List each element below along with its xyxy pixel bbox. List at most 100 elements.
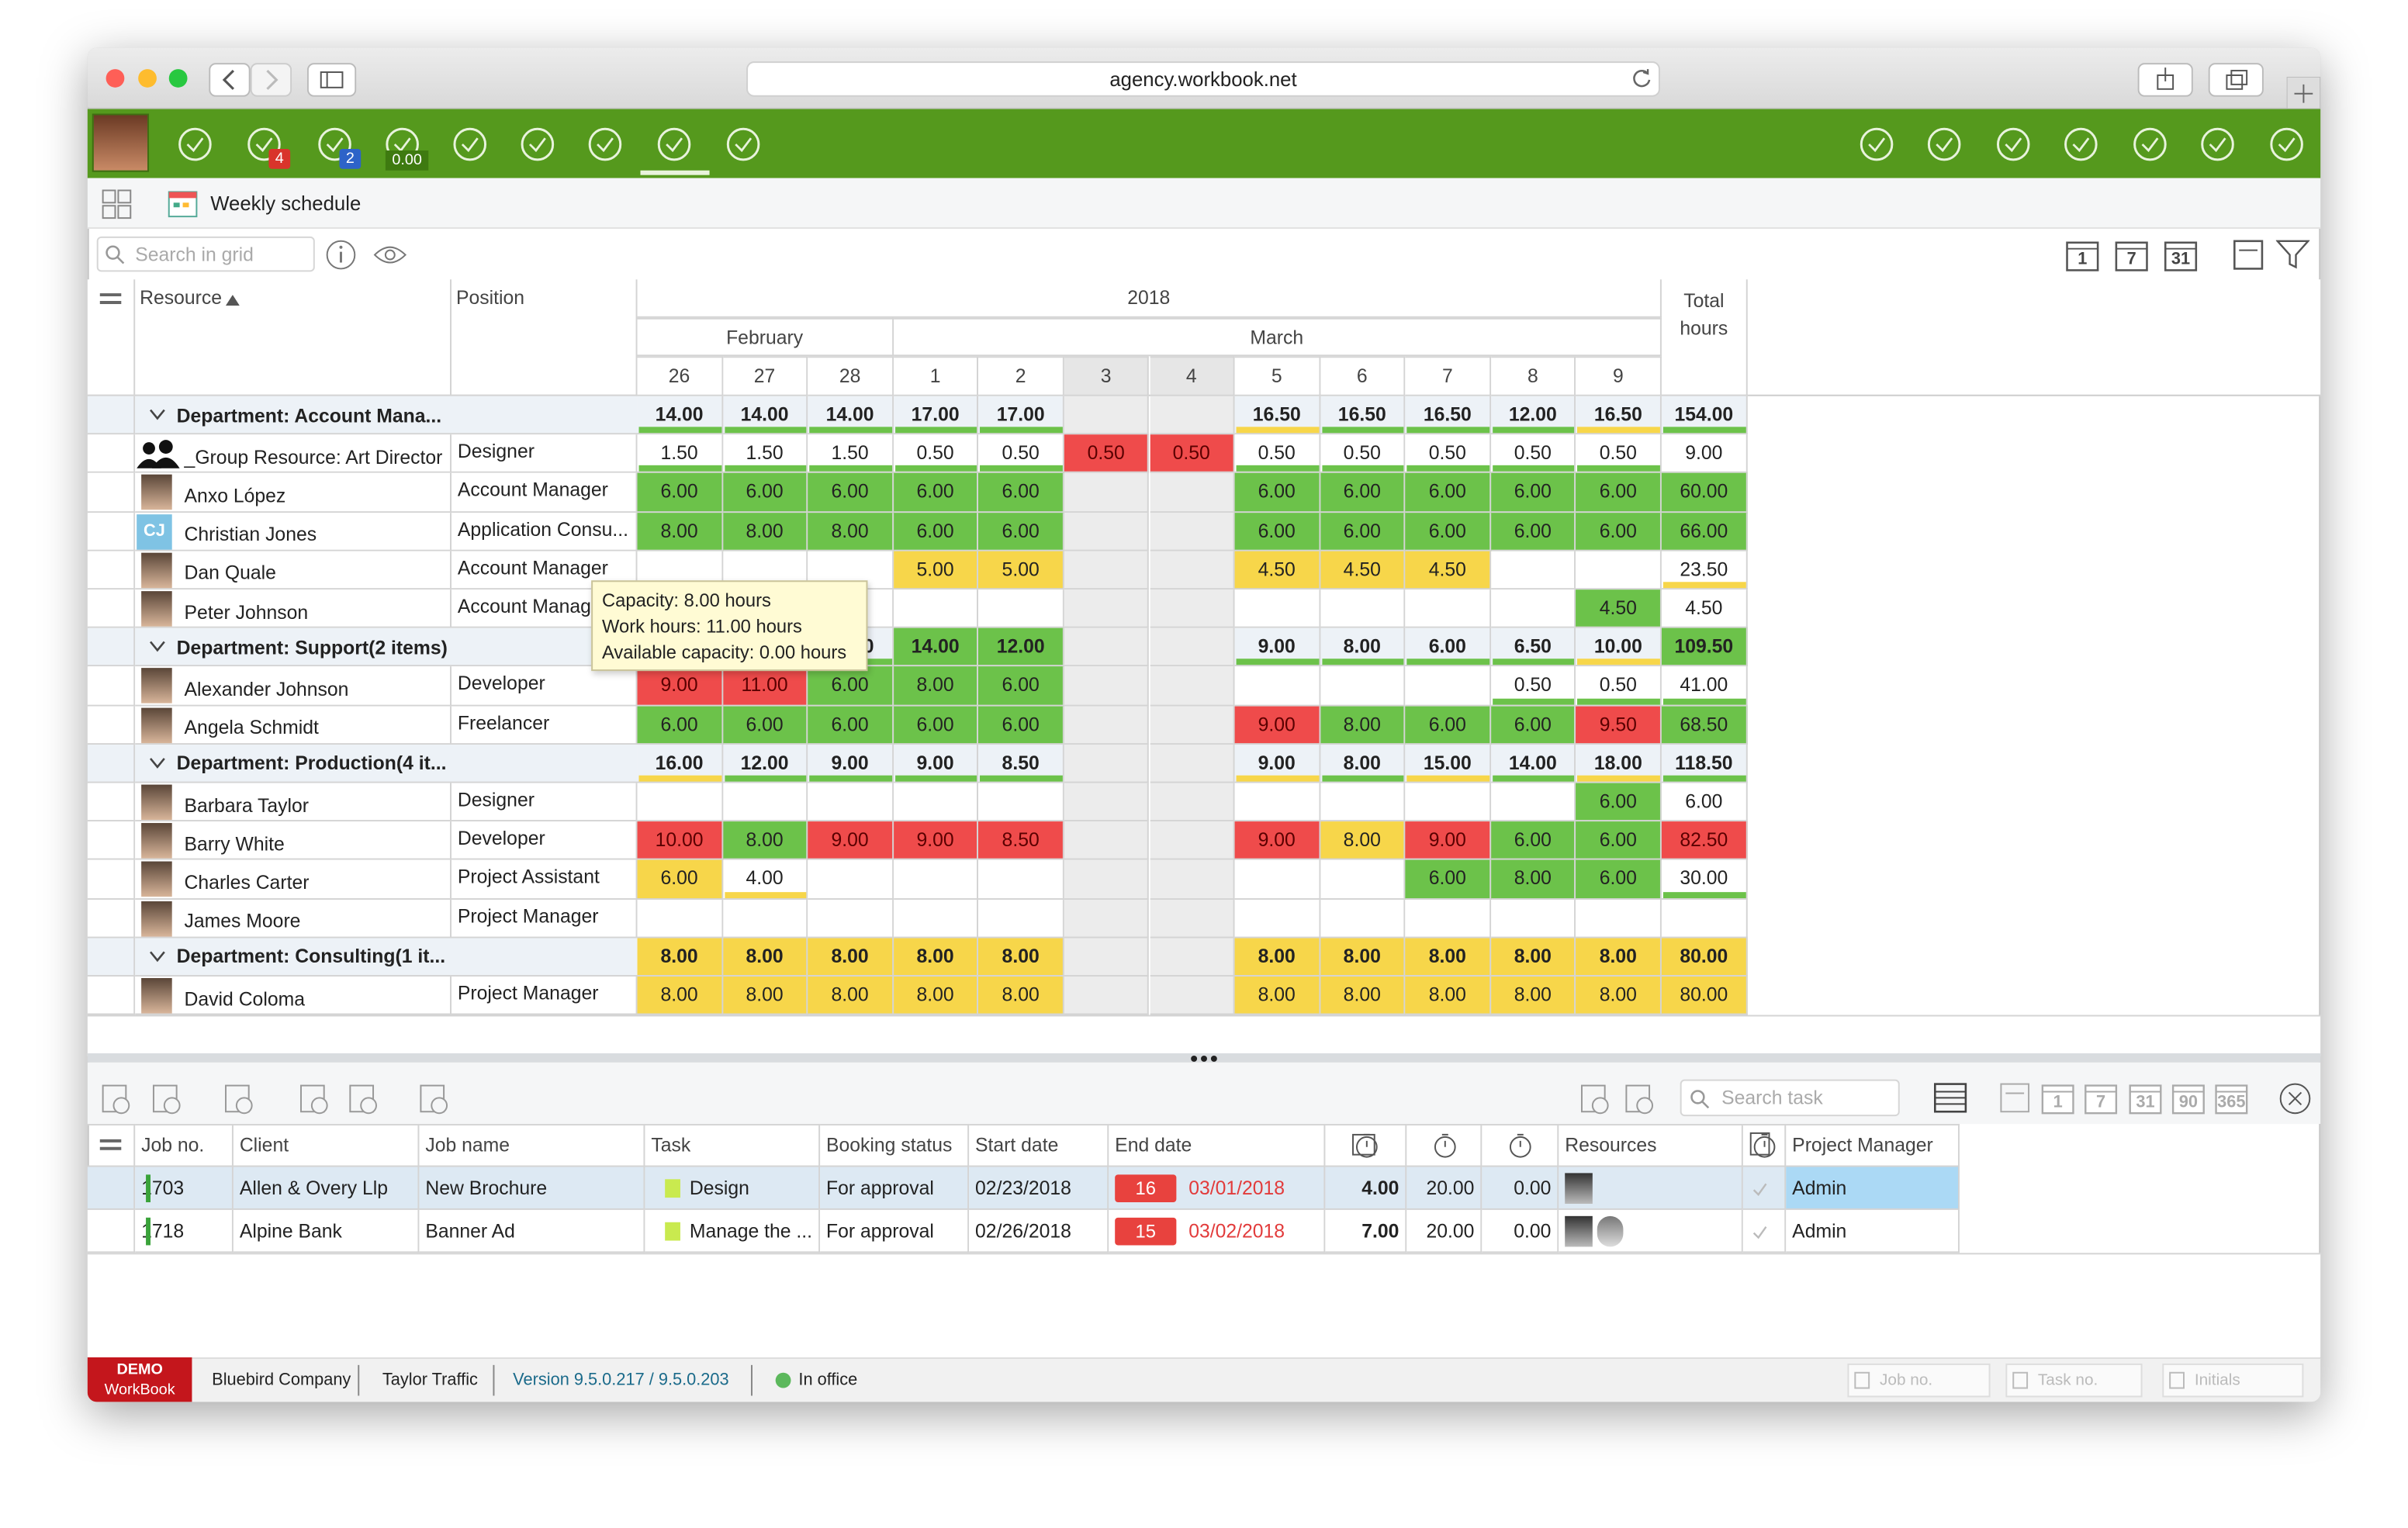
- toolbar-button[interactable]: [2130, 124, 2170, 164]
- task-tool[interactable]: [221, 1081, 258, 1118]
- toolbar-button[interactable]: [723, 124, 763, 164]
- toolbar-button[interactable]: [1924, 124, 1963, 164]
- task-cell[interactable]: 7.00: [1325, 1209, 1407, 1253]
- list-view[interactable]: [1933, 1081, 1967, 1115]
- task-column-header[interactable]: Project Manager: [1786, 1124, 1960, 1167]
- task-cell[interactable]: 0.00: [1482, 1209, 1559, 1253]
- toolbar-button[interactable]: [654, 124, 694, 164]
- task-cell[interactable]: Banner Ad: [419, 1209, 645, 1253]
- calendar-button[interactable]: [2084, 1081, 2118, 1115]
- task-cell[interactable]: New Brochure: [419, 1167, 645, 1210]
- task-tool[interactable]: [99, 1081, 136, 1118]
- task-cell[interactable]: 0.00: [1482, 1167, 1559, 1210]
- url-box[interactable]: [746, 61, 1660, 97]
- calendar-button[interactable]: [2164, 238, 2198, 272]
- print-layout[interactable]: [1998, 1081, 2032, 1115]
- column-header[interactable]: Resource: [135, 279, 452, 396]
- window-button[interactable]: [138, 69, 157, 88]
- quick-input[interactable]: [2005, 1363, 2143, 1398]
- toolbar-button[interactable]: [517, 124, 557, 164]
- task-cell[interactable]: For approval: [820, 1209, 970, 1253]
- task-column-header[interactable]: Job name: [419, 1124, 645, 1167]
- task-cell[interactable]: 20.00: [1406, 1209, 1483, 1253]
- group-toggle[interactable]: [149, 409, 166, 421]
- task-cell[interactable]: Admin: [1786, 1167, 1960, 1210]
- print-layout[interactable]: [2231, 238, 2265, 272]
- grid-menu[interactable]: [102, 188, 133, 220]
- task-cell[interactable]: 02/23/2018: [969, 1167, 1109, 1210]
- quick-input[interactable]: [1847, 1363, 1991, 1398]
- task-search[interactable]: [1680, 1079, 1900, 1117]
- task-cell[interactable]: Alpine Bank: [233, 1209, 420, 1253]
- nav-back[interactable]: [209, 63, 292, 97]
- share[interactable]: [2137, 63, 2193, 97]
- toolbar-button[interactable]: [315, 124, 355, 164]
- tabs[interactable]: [2208, 63, 2264, 97]
- group-toggle[interactable]: [149, 641, 166, 653]
- task-column-header[interactable]: Resources: [1559, 1124, 1743, 1167]
- toolbar-button[interactable]: [175, 124, 215, 164]
- task-tool[interactable]: [1577, 1081, 1614, 1118]
- column-menu[interactable]: [99, 1138, 122, 1153]
- info-button[interactable]: [326, 240, 357, 271]
- quick-input[interactable]: [2162, 1363, 2304, 1398]
- toolbar-button[interactable]: [2267, 124, 2306, 164]
- calendar-button[interactable]: [2129, 1081, 2163, 1115]
- view-button[interactable]: [373, 243, 407, 268]
- task-column-header[interactable]: Start date: [969, 1124, 1109, 1167]
- toolbar-button[interactable]: [2198, 124, 2237, 164]
- calendar-button[interactable]: [2115, 238, 2149, 272]
- toolbar-button[interactable]: [450, 124, 490, 164]
- task-column-header[interactable]: Client: [233, 1124, 420, 1167]
- group-toggle[interactable]: [149, 950, 166, 963]
- column-menu[interactable]: [99, 292, 122, 307]
- toolbar-button[interactable]: [1856, 124, 1896, 164]
- reload[interactable]: [1631, 67, 1652, 89]
- task-tool[interactable]: [149, 1081, 186, 1118]
- task-cell[interactable]: For approval: [820, 1167, 970, 1210]
- checkbox[interactable]: [1751, 1224, 1768, 1241]
- version: Version 9.5.0.217 / 9.5.0.203: [507, 1364, 753, 1396]
- calendar-button[interactable]: [2066, 238, 2100, 272]
- capacity-bar: [1662, 427, 1746, 434]
- task-column-header[interactable]: [1482, 1124, 1559, 1167]
- task-cell[interactable]: 4.00: [1325, 1167, 1407, 1210]
- toolbar-button[interactable]: [1994, 124, 2033, 164]
- calendar-button[interactable]: [2171, 1081, 2206, 1115]
- task-column-header[interactable]: [1406, 1124, 1483, 1167]
- user-avatar[interactable]: [92, 113, 150, 172]
- checkbox[interactable]: [1751, 1181, 1768, 1198]
- task-tool[interactable]: [345, 1081, 382, 1118]
- avatar: [141, 862, 172, 897]
- new-tab[interactable]: [2286, 76, 2321, 111]
- task-column-header[interactable]: Task: [645, 1124, 821, 1167]
- toolbar-button[interactable]: [2061, 124, 2101, 164]
- task-tool[interactable]: [416, 1081, 453, 1118]
- window-button[interactable]: [168, 69, 188, 88]
- calendar-button[interactable]: [2215, 1081, 2249, 1115]
- filter[interactable]: [2275, 240, 2310, 271]
- task-column-header[interactable]: Job no.: [135, 1124, 234, 1167]
- column-header[interactable]: Position: [452, 279, 638, 396]
- task-column-header[interactable]: [1742, 1124, 1787, 1167]
- task-cell[interactable]: [1742, 1209, 1787, 1253]
- task-tool[interactable]: [296, 1081, 334, 1118]
- sidebar-toggle[interactable]: [306, 63, 357, 97]
- task-cell[interactable]: 1703: [135, 1167, 234, 1210]
- task-cell[interactable]: 02/26/2018: [969, 1209, 1109, 1253]
- task-cell[interactable]: 20.00: [1406, 1167, 1483, 1210]
- task-cell[interactable]: [1742, 1167, 1787, 1210]
- group-toggle[interactable]: [149, 757, 166, 769]
- task-cell[interactable]: Allen & Overy Llp: [233, 1167, 420, 1210]
- toolbar-button[interactable]: [244, 124, 284, 164]
- task-column-header[interactable]: End date: [1109, 1124, 1326, 1167]
- calendar-button[interactable]: [2041, 1081, 2075, 1115]
- task-cell[interactable]: Admin: [1786, 1209, 1960, 1253]
- task-tool[interactable]: [1621, 1081, 1659, 1118]
- toolbar-button[interactable]: [585, 124, 624, 164]
- close-panel[interactable]: [2279, 1083, 2312, 1115]
- grid-search[interactable]: [96, 236, 315, 272]
- task-column-header[interactable]: Booking status: [820, 1124, 970, 1167]
- task-column-header[interactable]: [1325, 1124, 1407, 1167]
- window-button[interactable]: [106, 69, 125, 88]
